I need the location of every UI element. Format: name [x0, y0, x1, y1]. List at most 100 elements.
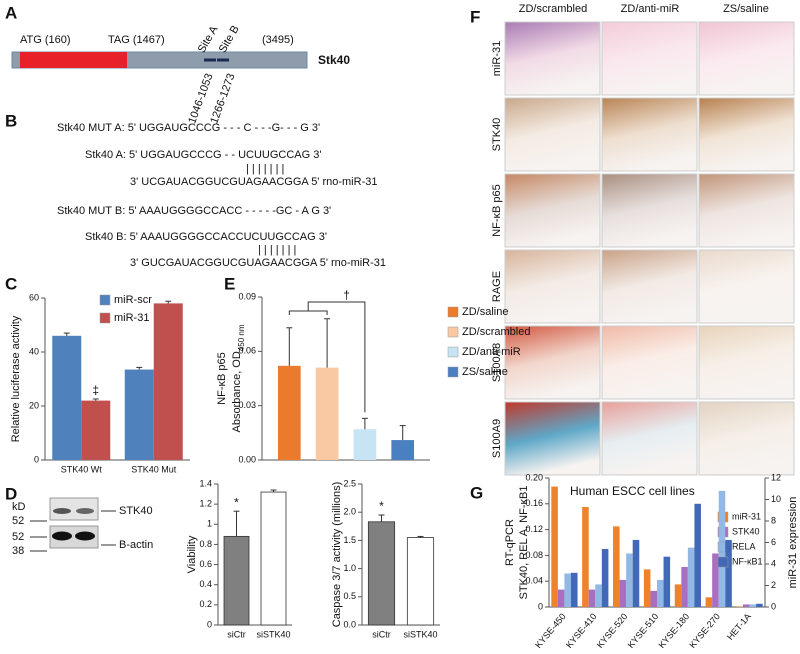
bar	[705, 597, 713, 607]
blot-band-label: B-actin	[119, 539, 153, 551]
bar	[725, 539, 732, 607]
bar	[756, 603, 763, 607]
histology-image	[698, 249, 795, 324]
legend-swatch	[99, 312, 111, 324]
histology-image	[601, 97, 698, 172]
y-tick-label: 0.04	[525, 576, 543, 586]
y-tick-label: 1.4	[199, 478, 212, 488]
legend-swatch	[447, 326, 459, 338]
panel-label: G	[470, 483, 483, 502]
bar	[153, 303, 183, 460]
histology-image	[601, 21, 698, 96]
y-tick-label: 2.5	[343, 478, 356, 488]
column-header: ZS/saline	[723, 3, 769, 15]
y-axis-title-sub: 450 nm	[237, 324, 246, 351]
column-header: ZD/anti-miR	[621, 3, 680, 15]
bar	[681, 567, 688, 607]
y-axis-title: RT-qPCR	[504, 519, 516, 566]
y-tick-label: 1.0	[343, 563, 356, 573]
y-tick-label: 40	[29, 346, 39, 356]
y-tick-label: 1.2	[199, 499, 212, 509]
bar	[694, 503, 701, 607]
blot-band	[75, 531, 95, 541]
y-tick-label: 1	[207, 519, 212, 529]
legend-label: miR-31	[114, 312, 149, 324]
column-header: ZD/scrambled	[519, 3, 587, 15]
y-axis-title: Caspase 3/7 activity (millions)	[331, 482, 343, 628]
bar	[619, 579, 627, 607]
legend-label: STK40	[732, 526, 760, 536]
y-axis-title: Viability	[186, 535, 198, 573]
blot-strip	[49, 497, 99, 521]
legend-label: ZD/saline	[462, 306, 508, 318]
histology-image	[601, 173, 698, 248]
bar	[626, 553, 633, 607]
y-tick-label: 0.12	[525, 524, 543, 534]
panel-label: C	[5, 274, 17, 293]
chart-title: Human ESCC cell lines	[570, 484, 695, 498]
x-tick-label: siSTK40	[403, 629, 437, 639]
start-label: ATG (160)	[20, 34, 71, 46]
y-tick-label: 0.0	[343, 619, 356, 629]
x-tick-label: siCtr	[372, 629, 391, 639]
legend-label: ZD/scrambled	[462, 326, 530, 338]
histology-image	[504, 97, 601, 172]
y-tick-label: 0.6	[199, 559, 212, 569]
histology-image	[698, 401, 795, 476]
x-tick-label: KYSE-270	[687, 611, 722, 650]
stop-label: TAG (1467)	[108, 34, 165, 46]
panel-label: E	[224, 274, 235, 293]
legend-swatch	[717, 556, 729, 568]
y-tick-label: 8	[771, 515, 776, 525]
y-tick-label: 0	[207, 619, 212, 629]
histology-image	[698, 325, 795, 400]
x-tick-label: KYSE-510	[626, 611, 661, 650]
sequence-line: 3' UCGAUACGGUCGUAGAACGGA 5' rno-miR-31	[130, 176, 377, 188]
histology-image	[698, 173, 795, 248]
blot-marker: 52	[12, 531, 24, 543]
legend-label: ZD/anti-miR	[462, 346, 521, 358]
sequence-line: 3' GUCGAUACGGUCGUAGAACGGA 5' rno-miR-31	[130, 257, 386, 269]
bar	[743, 604, 750, 607]
legend-label: miR-31	[732, 511, 761, 521]
legend-swatch	[447, 346, 459, 358]
blot-band-label: STK40	[119, 505, 153, 517]
bar	[657, 579, 664, 607]
bar	[124, 369, 154, 460]
bar	[749, 604, 757, 607]
bar	[260, 491, 287, 626]
end-label: (3495)	[262, 34, 294, 46]
row-label: RAGE	[491, 271, 503, 302]
legend-label: miR-scr	[114, 294, 152, 306]
annotation: ‡	[92, 383, 99, 397]
bar	[674, 584, 682, 607]
y-axis-title: Absorbance, OD450 nm	[231, 324, 246, 432]
y-tick-label: 0	[538, 601, 543, 611]
bar	[632, 539, 640, 607]
bar	[564, 573, 571, 607]
bar	[551, 486, 558, 607]
annotation: †	[343, 288, 350, 302]
histology-image	[601, 325, 698, 400]
panel-label: B	[5, 111, 17, 130]
y-tick-label: 0	[771, 601, 776, 611]
bar	[406, 537, 435, 626]
y-tick-label: 2.0	[343, 507, 356, 517]
x-tick-label: HET-1A	[725, 611, 753, 642]
legend-swatch	[447, 306, 459, 318]
bar	[643, 569, 651, 607]
blot-band	[53, 508, 71, 514]
row-label: S100A8	[491, 343, 503, 382]
bar	[391, 440, 415, 460]
histology-image	[601, 401, 698, 476]
blot-band	[52, 531, 72, 541]
legend-label: NF-κB1	[732, 556, 763, 566]
x-tick-label: siSTK40	[256, 629, 290, 639]
bar	[315, 367, 339, 460]
y-tick-label: 0.16	[525, 498, 543, 508]
sequence-line: Stk40 A: 5' UGGAUGCCCG - - UCUUGCCAG 3'	[85, 149, 321, 161]
row-label: NF-κB p65	[491, 184, 503, 237]
bar	[52, 335, 82, 460]
